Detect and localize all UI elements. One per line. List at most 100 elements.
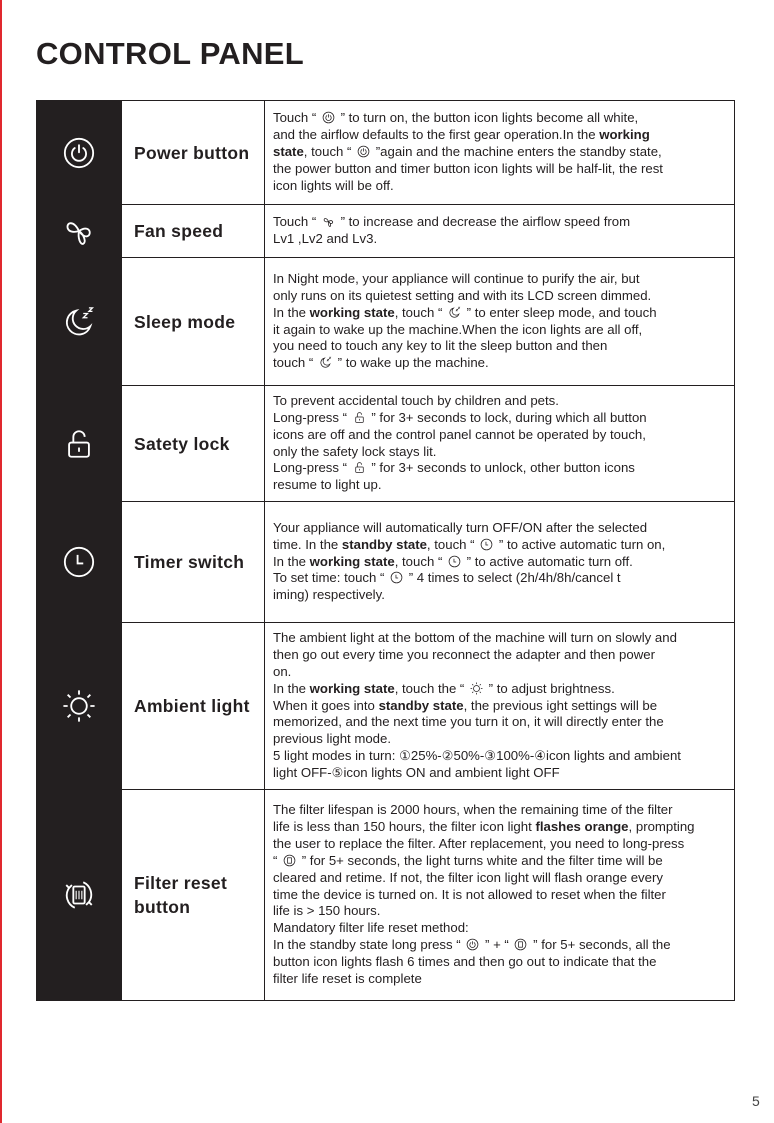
text: Long-press “ bbox=[273, 460, 351, 476]
text: light OFF-⑤icon lights ON and ambient li… bbox=[273, 765, 560, 781]
table-row: Fan speed Touch “ ” to increase and decre… bbox=[37, 204, 734, 257]
text: iming) respectively. bbox=[273, 587, 385, 603]
description-line: state, touch “ ”again and the machine en… bbox=[273, 144, 734, 161]
text: button icon lights flash 6 times and the… bbox=[273, 954, 657, 970]
text: filter life reset is complete bbox=[273, 971, 422, 987]
text: To set time: touch “ bbox=[273, 570, 389, 586]
inline-power-icon bbox=[322, 111, 335, 124]
control-name: Power button bbox=[121, 101, 265, 204]
text: The ambient light at the bottom of the m… bbox=[273, 629, 677, 645]
text: the user to replace the filter. After re… bbox=[273, 835, 685, 851]
control-name: Sleep mode bbox=[121, 258, 265, 385]
description-line: When it goes into standby state, the pre… bbox=[273, 698, 734, 715]
description-line: Your appliance will automatically turn O… bbox=[273, 520, 734, 537]
description-line: In the working state, touch the “ ” to a… bbox=[273, 681, 734, 698]
description-line: you need to touch any key to lit the sle… bbox=[273, 338, 734, 355]
description-line: life is less than 150 hours, the filter … bbox=[273, 819, 734, 836]
table-row: Power button Touch “ ” to turn on, the bu… bbox=[37, 101, 734, 204]
description-line: Touch “ ” to increase and decrease the a… bbox=[273, 214, 734, 231]
text: only runs on its quietest setting and wi… bbox=[273, 287, 652, 303]
text: resume to light up. bbox=[273, 477, 382, 493]
description-line: resume to light up. bbox=[273, 477, 734, 494]
text: it again to wake up the machine.When the… bbox=[273, 321, 643, 337]
text: Touch “ bbox=[273, 214, 320, 230]
text: Your appliance will automatically turn O… bbox=[273, 519, 648, 535]
description-line: Mandatory filter life reset method: bbox=[273, 920, 734, 937]
inline-power-icon bbox=[357, 145, 370, 158]
inline-sun-icon bbox=[470, 682, 483, 695]
description-line: time the device is turned on. It is not … bbox=[273, 887, 734, 904]
fan-icon bbox=[37, 205, 121, 257]
bold-text: state bbox=[273, 144, 304, 160]
text: then go out every time you reconnect the… bbox=[273, 646, 655, 662]
description-line: “ ” for 5+ seconds, the light turns whit… bbox=[273, 853, 734, 870]
inline-sleep-moon-icon bbox=[319, 356, 332, 369]
description-line: life is > 150 hours. bbox=[273, 903, 734, 920]
text: time the device is turned on. It is not … bbox=[273, 886, 666, 902]
text: ” to active automatic turn off. bbox=[463, 553, 633, 569]
text: ” to increase and decrease the airflow s… bbox=[336, 214, 631, 230]
text: icon lights will be off. bbox=[273, 177, 394, 193]
text: To prevent accidental touch by children … bbox=[273, 392, 559, 408]
filter-reset-icon bbox=[37, 790, 121, 1000]
text: ” to adjust brightness. bbox=[485, 680, 615, 696]
text: the power button and timer button icon l… bbox=[273, 160, 663, 176]
bold-text: working state bbox=[309, 553, 395, 569]
text: previous light mode. bbox=[273, 731, 392, 747]
inline-clock-icon bbox=[448, 555, 461, 568]
description-line: iming) respectively. bbox=[273, 587, 734, 604]
control-description: To prevent accidental touch by children … bbox=[265, 386, 734, 501]
control-description: Touch “ ” to turn on, the button icon li… bbox=[265, 101, 734, 204]
description-line: previous light mode. bbox=[273, 731, 734, 748]
page-number: 5 bbox=[752, 1093, 760, 1109]
text: In the bbox=[273, 553, 310, 569]
power-icon bbox=[37, 101, 121, 204]
text: ” to turn on, the button icon lights bec… bbox=[336, 110, 639, 126]
control-name: Filter reset button bbox=[121, 790, 265, 1000]
description-line: the user to replace the filter. After re… bbox=[273, 836, 734, 853]
lock-icon bbox=[37, 386, 121, 501]
description-line: Touch “ ” to turn on, the button icon li… bbox=[273, 110, 734, 127]
description-line: icon lights will be off. bbox=[273, 178, 734, 195]
inline-clock-icon bbox=[480, 538, 493, 551]
description-line: Long-press “ ” for 3+ seconds to lock, d… bbox=[273, 410, 734, 427]
text: , prompting bbox=[628, 818, 695, 834]
text: ” + “ bbox=[481, 937, 513, 953]
table-row: Sleep mode In Night mode, your appliance … bbox=[37, 257, 734, 385]
text: ” for 3+ seconds to unlock, other button… bbox=[367, 460, 635, 476]
description-line: only runs on its quietest setting and wi… bbox=[273, 288, 734, 305]
inline-filter-icon bbox=[514, 938, 527, 951]
table-row: Ambient light The ambient light at the bo… bbox=[37, 622, 734, 789]
text: , the previous ight settings will be bbox=[463, 697, 658, 713]
text: 5 light modes in turn: ①25%-②50%-③100%-④… bbox=[273, 748, 681, 764]
description-line: In the standby state long press “ ” + “ … bbox=[273, 937, 734, 954]
text: life is less than 150 hours, the filter … bbox=[273, 818, 536, 834]
description-line: it again to wake up the machine.When the… bbox=[273, 322, 734, 339]
text: ” to active automatic turn on, bbox=[495, 536, 666, 552]
description-line: touch “ ” to wake up the machine. bbox=[273, 355, 734, 372]
control-description: In Night mode, your appliance will conti… bbox=[265, 258, 734, 385]
control-description: The filter lifespan is 2000 hours, when … bbox=[265, 790, 734, 1000]
text: , touch “ bbox=[303, 144, 356, 160]
text: Touch “ bbox=[273, 110, 320, 126]
description-line: To prevent accidental touch by children … bbox=[273, 393, 734, 410]
inline-lock-icon bbox=[353, 461, 366, 474]
description-line: memorized, and the next time you turn it… bbox=[273, 714, 734, 731]
text: memorized, and the next time you turn it… bbox=[273, 714, 664, 730]
text: In the bbox=[273, 304, 310, 320]
text: ”again and the machine enters the standb… bbox=[372, 144, 662, 160]
description-line: Long-press “ ” for 3+ seconds to unlock,… bbox=[273, 460, 734, 477]
description-line: In Night mode, your appliance will conti… bbox=[273, 271, 734, 288]
text: icons are off and the control panel cann… bbox=[273, 426, 646, 442]
text: In the bbox=[273, 680, 310, 696]
text: , touch the “ bbox=[394, 680, 468, 696]
text: In Night mode, your appliance will conti… bbox=[273, 270, 640, 286]
description-line: only the safety lock stays lit. bbox=[273, 444, 734, 461]
text: on. bbox=[273, 663, 292, 679]
description-line: then go out every time you reconnect the… bbox=[273, 647, 734, 664]
control-description: The ambient light at the bottom of the m… bbox=[265, 623, 734, 789]
text: Mandatory filter life reset method: bbox=[273, 920, 469, 936]
description-line: filter life reset is complete bbox=[273, 971, 734, 988]
text: , touch “ bbox=[394, 553, 446, 569]
text: ” for 5+ seconds, the light turns white … bbox=[298, 852, 663, 868]
